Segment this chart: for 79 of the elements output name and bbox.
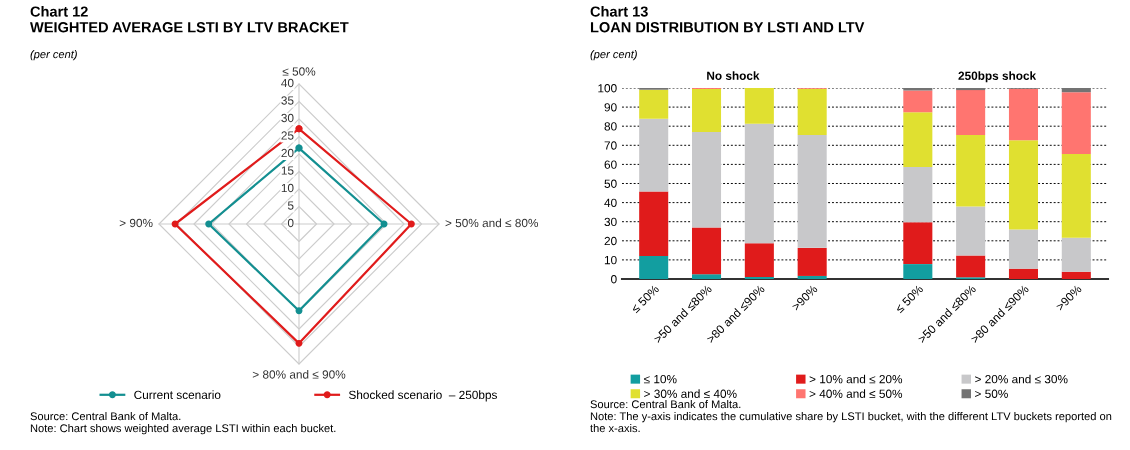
bar xyxy=(744,88,774,124)
bar xyxy=(956,88,986,91)
legend-label: > 20% and ≤ 30% xyxy=(975,374,1068,384)
source-note: Source: Central Bank of Malta. xyxy=(30,412,181,421)
bar xyxy=(691,274,722,279)
bar xyxy=(1061,271,1091,279)
bar xyxy=(639,255,669,279)
legend-label: > 50% xyxy=(975,389,1008,398)
legend-label: Shocked scenario – 250bps xyxy=(348,390,497,402)
bar xyxy=(797,88,827,135)
y-tick-label: 30 xyxy=(281,113,294,123)
bar xyxy=(1061,154,1091,238)
bar xyxy=(956,90,986,135)
text: Note: The y-axis indicates the cumulative share by LSTI bucket, with the different LTV buckets reported on the x-axis. xyxy=(590,412,1112,433)
legend-label: ≤ 10% xyxy=(643,375,677,384)
spoke-label: > 90% xyxy=(119,218,153,228)
bar xyxy=(956,206,986,256)
bar xyxy=(1008,140,1039,230)
legend-label: Current scenario xyxy=(134,390,221,400)
text: 250bps shock xyxy=(958,71,1037,83)
bar xyxy=(639,89,669,119)
bar xyxy=(1008,268,1039,279)
spoke-label: > 50% and ≤ 80% xyxy=(445,218,539,228)
bar xyxy=(639,118,669,192)
y-tick-label: 15 xyxy=(281,166,294,175)
y-tick-label: 30 xyxy=(604,217,617,227)
y-tick-label: 40 xyxy=(281,78,294,88)
x-tick-label: ≤ 50% xyxy=(894,284,924,314)
y-tick-label: 50 xyxy=(604,179,617,188)
bar xyxy=(691,88,722,132)
chart-subtitle: (per cent) xyxy=(590,50,637,61)
bar xyxy=(903,166,933,223)
bar xyxy=(1061,237,1091,272)
bar xyxy=(1061,92,1091,155)
bar xyxy=(956,134,986,207)
legend-label: > 10% and ≤ 20% xyxy=(809,374,903,384)
chart-title: Chart 12 WEIGHTED AVERAGE LSTI BY LTV BRACKET xyxy=(30,6,349,33)
bar xyxy=(903,222,933,265)
bar xyxy=(797,247,827,276)
y-tick-label: 60 xyxy=(604,160,617,169)
bar xyxy=(1008,229,1039,269)
source-note: Source: Central Bank of Malta. xyxy=(590,400,741,409)
bar xyxy=(903,90,933,113)
y-tick-label: 35 xyxy=(281,96,294,105)
bar xyxy=(744,123,774,244)
y-tick-label: 20 xyxy=(281,148,294,158)
bar xyxy=(1008,88,1039,141)
spoke-label: > 80% and ≤ 90% xyxy=(252,370,346,379)
bar xyxy=(797,275,827,279)
y-tick-label: 0 xyxy=(287,218,294,228)
bar xyxy=(639,191,669,256)
bar xyxy=(744,243,774,277)
y-tick-label: 80 xyxy=(604,122,617,131)
y-tick-label: 90 xyxy=(604,103,617,112)
bar xyxy=(744,276,774,279)
y-tick-label: 25 xyxy=(281,131,294,140)
x-tick-label: ≤ 50% xyxy=(630,284,660,314)
bar xyxy=(903,112,933,167)
text: Note: Chart shows weighted average LSTI within each bucket. xyxy=(30,424,336,435)
bar xyxy=(903,264,933,279)
chart-title: Chart 13 LOAN DISTRIBUTION BY LSTI AND LTV xyxy=(590,6,865,33)
y-tick-label: 20 xyxy=(604,236,617,246)
y-tick-label: 10 xyxy=(281,183,294,193)
y-tick-label: 10 xyxy=(604,255,617,265)
y-tick-label: 70 xyxy=(604,141,617,150)
text: No shock xyxy=(707,71,760,80)
bar xyxy=(797,134,827,248)
y-tick-label: 100 xyxy=(598,84,617,93)
chart-subtitle: (per cent) xyxy=(30,50,77,61)
y-tick-label: 0 xyxy=(611,275,617,284)
bar xyxy=(956,255,986,278)
bar xyxy=(1061,88,1091,93)
legend-label: > 40% and ≤ 50% xyxy=(809,389,903,398)
bar xyxy=(691,227,722,275)
bar xyxy=(691,131,722,228)
y-tick-label: 40 xyxy=(604,198,617,207)
y-tick-label: 5 xyxy=(287,201,294,210)
spoke-label: ≤ 50% xyxy=(282,67,316,76)
legend-label: > 30% and ≤ 40% xyxy=(644,389,737,398)
